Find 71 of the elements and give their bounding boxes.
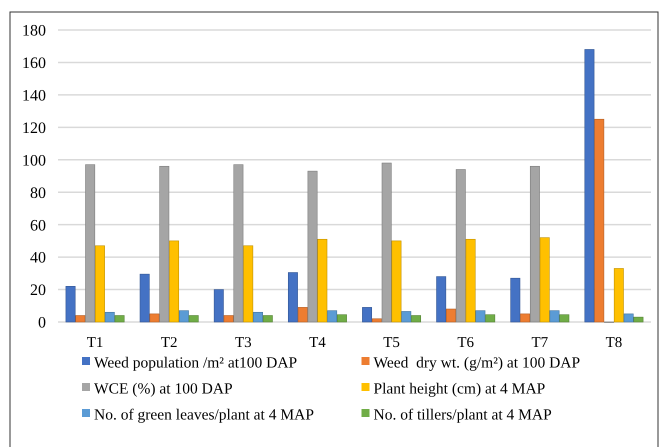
- bar: [584, 49, 594, 322]
- y-tick-label: 120: [22, 120, 46, 137]
- legend-label: Plant height (cm) at 4 MAP: [374, 380, 546, 398]
- bar: [510, 278, 520, 322]
- y-tick-label: 100: [22, 152, 46, 170]
- bar: [253, 312, 263, 322]
- bar: [336, 314, 347, 322]
- bar: [530, 166, 540, 322]
- bar: [614, 268, 624, 322]
- y-tick-label: 140: [22, 87, 46, 104]
- bar: [308, 170, 318, 322]
- bar: [520, 314, 530, 322]
- bar: [233, 164, 244, 322]
- bar: [559, 314, 570, 322]
- y-tick-label: 60: [30, 217, 46, 234]
- legend-label: Weed population /m² at100 DAP: [94, 354, 298, 372]
- bar: [188, 315, 199, 322]
- bar: [95, 245, 105, 322]
- bar: [411, 315, 422, 322]
- bar: [372, 318, 382, 322]
- x-tick-label: T6: [457, 335, 475, 351]
- x-tick-label: T1: [86, 335, 104, 351]
- bar: [594, 118, 604, 322]
- y-tick-label: 160: [22, 55, 46, 72]
- legend-label: Weed dry wt. (g/m²) at 100 DAP: [374, 354, 580, 372]
- bar: [75, 315, 86, 322]
- y-tick-label: 0: [38, 314, 46, 332]
- bar: [466, 238, 476, 322]
- bar: [178, 310, 189, 322]
- y-tick-label: 40: [30, 250, 46, 267]
- bar: [104, 312, 115, 322]
- x-tick-label: T7: [531, 335, 549, 351]
- bar: [150, 314, 160, 322]
- bar: [327, 310, 338, 322]
- x-tick-label: T4: [309, 335, 326, 351]
- bar: [362, 307, 372, 322]
- bar: [475, 310, 486, 322]
- bar: [298, 307, 308, 322]
- bar: [436, 276, 446, 322]
- bar: [633, 316, 644, 322]
- bar: [456, 169, 466, 322]
- bar: [540, 237, 550, 322]
- bar: [85, 164, 96, 322]
- x-tick-label: T8: [606, 335, 622, 351]
- bar: [66, 286, 76, 322]
- legend-label: No. of green leaves/plant at 4 MAP: [94, 406, 314, 424]
- y-tick-label: 20: [30, 282, 46, 300]
- bar: [224, 315, 234, 322]
- y-tick-label: 80: [30, 184, 46, 202]
- legend-label: No. of tillers/plant at 4 MAP: [374, 406, 552, 424]
- bar: [114, 315, 125, 322]
- legend-label: WCE (%) at 100 DAP: [94, 380, 233, 398]
- bar: [262, 315, 273, 322]
- bar: [382, 162, 392, 322]
- bar: [159, 166, 170, 322]
- bar: [392, 240, 402, 322]
- bar: [485, 314, 496, 322]
- bar: [214, 289, 224, 322]
- bar: [624, 314, 634, 322]
- bar: [140, 274, 150, 322]
- y-tick-label: 180: [22, 22, 46, 40]
- x-tick-label: T3: [234, 335, 252, 351]
- bar: [317, 238, 328, 322]
- bar: [446, 308, 456, 322]
- bar: [243, 245, 254, 322]
- x-tick-label: T2: [160, 335, 178, 351]
- bar: [401, 311, 412, 322]
- bar: [288, 272, 298, 322]
- bar: [550, 310, 560, 322]
- bar: [169, 240, 180, 322]
- x-tick-label: T5: [383, 335, 400, 351]
